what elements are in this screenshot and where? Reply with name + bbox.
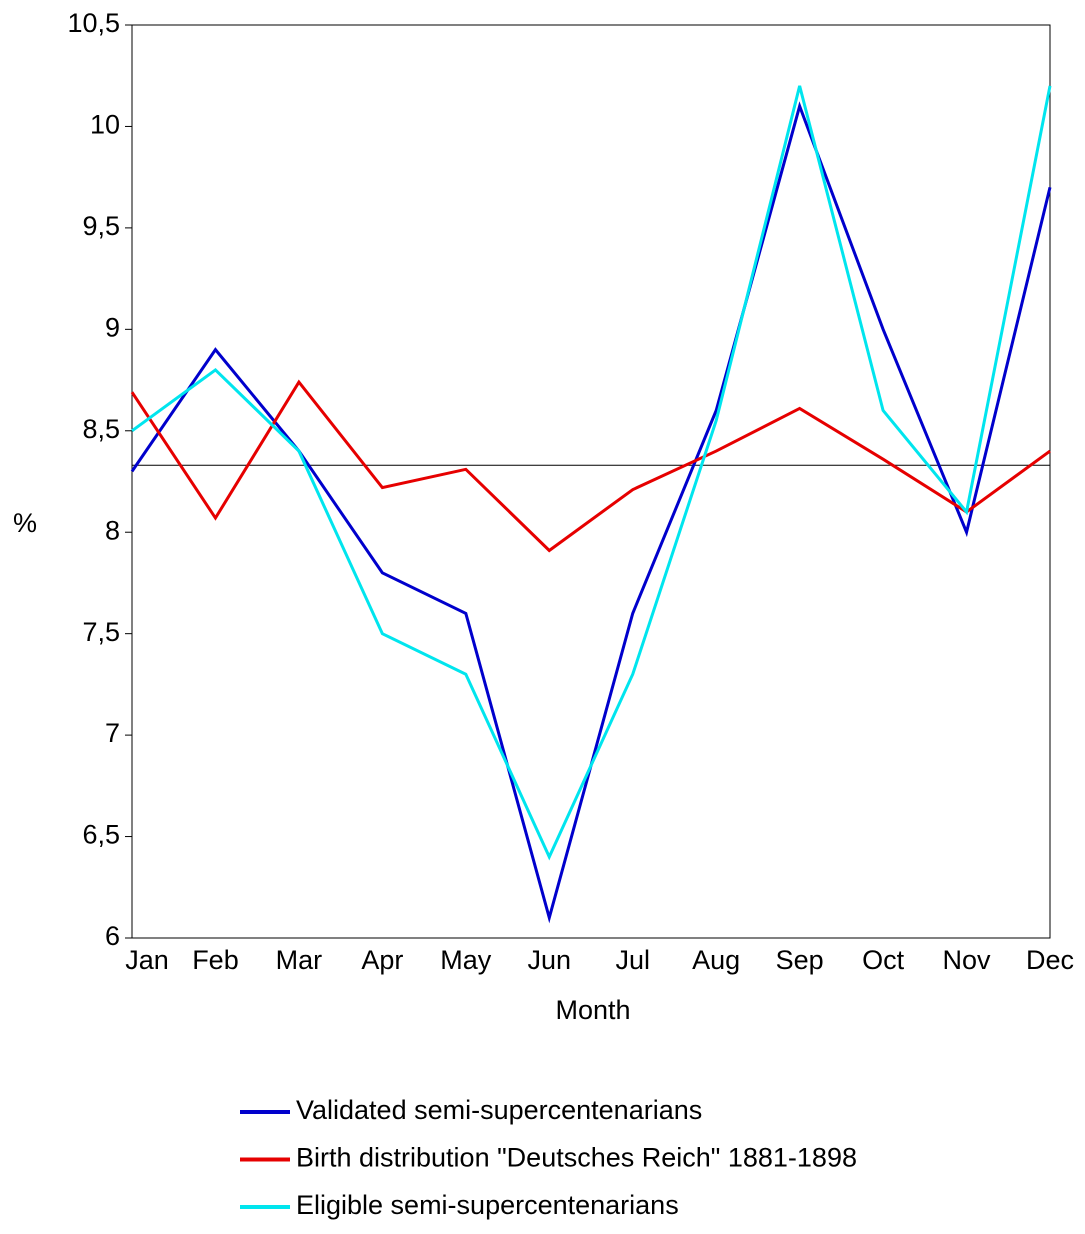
y-tick-label: 8: [105, 515, 120, 545]
series-line: [130, 101, 1052, 924]
x-tick-label: May: [440, 945, 492, 975]
x-tick-label: Sep: [776, 945, 824, 975]
y-axis-label: %: [13, 508, 37, 538]
legend-label: Validated semi-supercentenarians: [296, 1095, 702, 1125]
legend-label: Eligible semi-supercentenarians: [296, 1190, 679, 1220]
y-tick-label: 9,5: [82, 211, 120, 241]
plot-frame: [131, 24, 1051, 939]
x-tick-label: Jul: [615, 945, 650, 975]
x-tick-label: Nov: [943, 945, 992, 975]
x-tick-label: Mar: [276, 945, 323, 975]
x-tick-label: Jan: [125, 945, 169, 975]
y-tick-label: 8,5: [82, 414, 120, 444]
x-axis-label: Month: [555, 995, 630, 1025]
y-tick-label: 10: [90, 110, 120, 140]
series-line: [130, 379, 1051, 553]
y-tick-label: 9: [105, 312, 120, 342]
series-line: [131, 85, 1052, 861]
x-tick-label: Apr: [361, 945, 403, 975]
x-tick-label: Aug: [692, 945, 740, 975]
x-tick-label: Dec: [1026, 945, 1074, 975]
x-tick-label: Oct: [862, 945, 905, 975]
y-tick-label: 10,5: [67, 8, 120, 38]
y-tick-label: 6,5: [82, 820, 120, 850]
x-tick-label: Feb: [192, 945, 239, 975]
y-tick-label: 7,5: [82, 617, 120, 647]
y-tick-label: 6: [105, 921, 120, 951]
x-tick-label: Jun: [527, 945, 571, 975]
y-tick-label: 7: [105, 718, 120, 748]
legend-label: Birth distribution "Deutsches Reich" 188…: [296, 1143, 857, 1173]
